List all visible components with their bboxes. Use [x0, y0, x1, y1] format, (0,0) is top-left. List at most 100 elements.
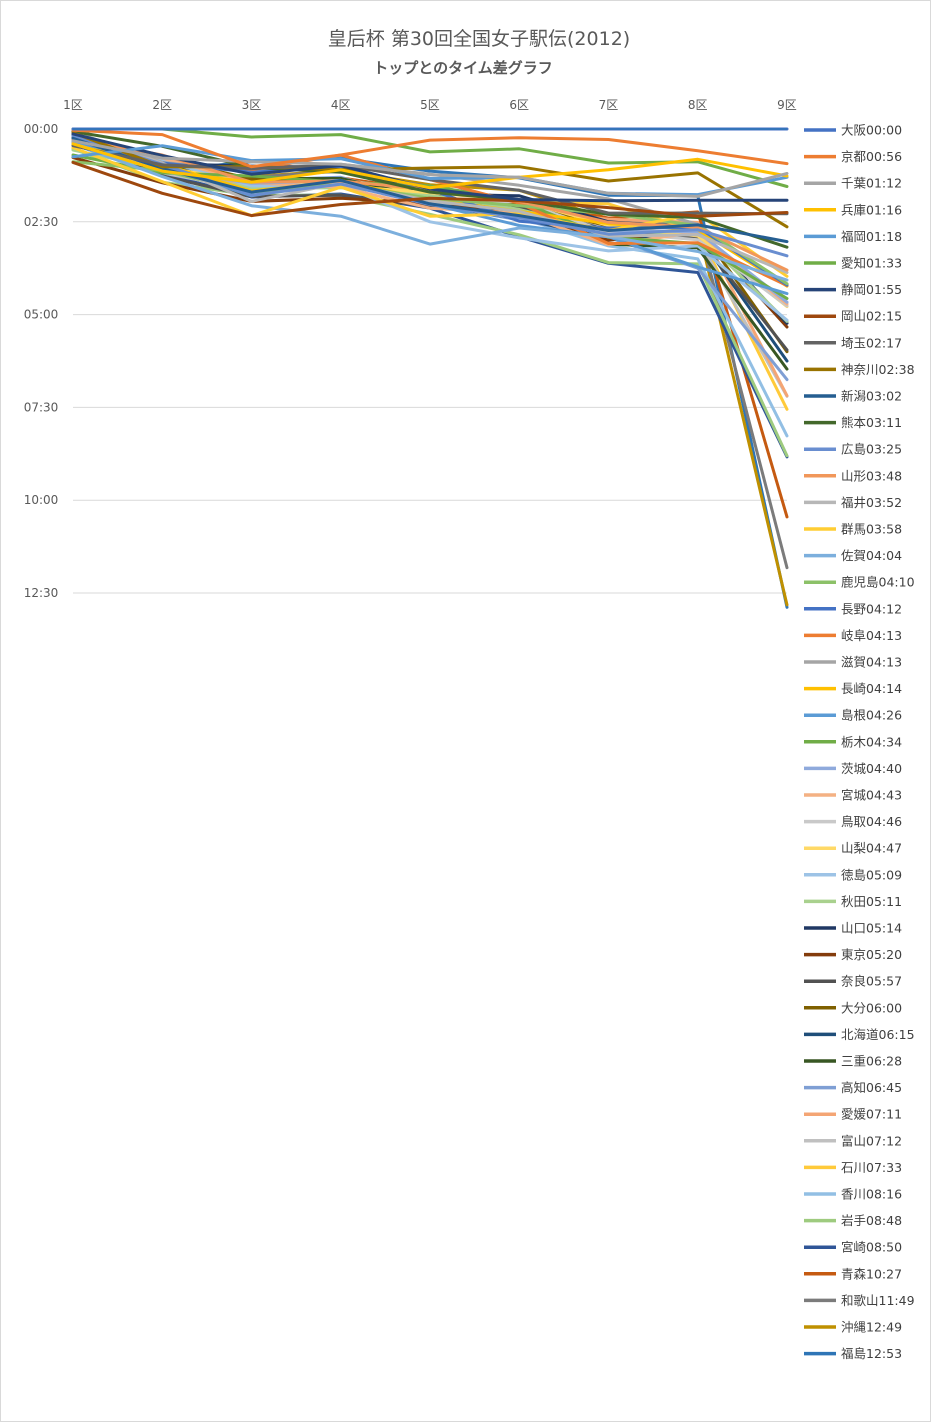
series-line: [71, 160, 789, 218]
legend-label: 群馬03:58: [841, 522, 902, 537]
legend-label: 佐賀04:04: [841, 548, 902, 563]
x-tick-label: 7区: [599, 98, 619, 112]
legend-item: 熊本03:11: [804, 415, 902, 430]
x-tick-label: 4区: [331, 98, 351, 112]
legend-item: 山梨04:47: [804, 841, 902, 856]
series-line: [71, 146, 789, 278]
legend-item: 大分06:00: [804, 1000, 902, 1015]
x-tick-label: 3区: [242, 98, 262, 112]
x-tick-label: 5区: [420, 98, 440, 112]
series-line: [71, 136, 789, 244]
series-line: [71, 130, 789, 249]
legend-label: 長野04:12: [841, 601, 902, 616]
legend-label: 東京05:20: [841, 947, 902, 962]
legend-label: 三重06:28: [841, 1054, 902, 1069]
legend-label: 福岡01:18: [841, 229, 902, 244]
legend-label: 茨城04:40: [841, 761, 902, 776]
x-tick-label: 1区: [63, 98, 83, 112]
legend: 大阪00:00 京都00:56 千葉01:12 兵庫01:16 福岡01:18 愛知01:…: [804, 123, 915, 1361]
legend-label: 沖縄12:49: [841, 1320, 902, 1335]
legend-item: 徳島05:09: [804, 867, 902, 882]
legend-item: 群馬03:58: [804, 522, 902, 537]
x-tick-label: 9区: [777, 98, 797, 112]
legend-item: 岩手08:48: [804, 1213, 902, 1228]
legend-label: 福島12:53: [841, 1346, 902, 1361]
legend-item: 山口05:14: [804, 921, 902, 936]
legend-label: 神奈川02:38: [841, 362, 915, 377]
legend-label: 鹿児島04:10: [841, 575, 915, 590]
x-tick-label: 8区: [688, 98, 708, 112]
legend-label: 山梨04:47: [841, 841, 902, 856]
legend-item: 石川07:33: [804, 1160, 902, 1175]
legend-item: 宮城04:43: [804, 788, 902, 803]
legend-label: 静岡01:55: [841, 282, 902, 297]
series-line: [71, 139, 789, 198]
y-tick-label: 12:30: [24, 586, 59, 600]
legend-item: 福島12:53: [804, 1346, 902, 1361]
chart-subtitle: トップとのタイム差グラフ: [373, 59, 553, 77]
legend-label: 和歌山11:49: [841, 1293, 915, 1308]
legend-item: 山形03:48: [804, 468, 902, 483]
legend-label: 岡山02:15: [841, 309, 902, 324]
legend-item: 青森10:27: [804, 1266, 902, 1281]
legend-label: 香川08:16: [841, 1187, 902, 1202]
legend-item: 岡山02:15: [804, 309, 902, 324]
legend-item: 静岡01:55: [804, 282, 902, 297]
legend-item: 大阪00:00: [804, 123, 902, 138]
legend-item: 三重06:28: [804, 1054, 902, 1069]
legend-label: 愛知01:33: [841, 256, 902, 271]
series-lines: [71, 127, 789, 609]
series-line: [71, 128, 789, 169]
legend-label: 広島03:25: [841, 442, 902, 457]
legend-label: 兵庫01:16: [841, 202, 902, 217]
legend-item: 東京05:20: [804, 947, 902, 962]
legend-item: 和歌山11:49: [804, 1293, 915, 1308]
legend-label: 鳥取04:46: [841, 814, 902, 829]
legend-item: 愛知01:33: [804, 256, 902, 271]
legend-label: 新潟03:02: [841, 389, 902, 404]
legend-item: 栃木04:34: [804, 734, 902, 749]
legend-item: 北海道06:15: [804, 1027, 915, 1042]
legend-label: 滋賀04:13: [841, 655, 902, 670]
legend-item: 福岡01:18: [804, 229, 902, 244]
legend-label: 石川07:33: [841, 1160, 902, 1175]
x-tick-label: 6区: [509, 98, 529, 112]
y-tick-label: 07:30: [24, 400, 59, 414]
y-axis-ticks: 00:00 02:30 05:00 07:30 10:00 12:30: [24, 122, 59, 600]
legend-item: 鹿児島04:10: [804, 575, 915, 590]
legend-label: 富山07:12: [841, 1133, 902, 1148]
legend-item: 富山07:12: [804, 1133, 902, 1148]
legend-label: 奈良05:57: [841, 974, 902, 989]
legend-label: 宮崎08:50: [841, 1240, 902, 1255]
legend-label: 高知06:45: [841, 1080, 902, 1095]
legend-label: 大分06:00: [841, 1000, 902, 1015]
legend-label: 徳島05:09: [841, 867, 902, 882]
legend-label: 大阪00:00: [841, 123, 902, 138]
legend-label: 山口05:14: [841, 921, 902, 936]
legend-item: 千葉01:12: [804, 176, 902, 191]
y-tick-label: 10:00: [24, 493, 59, 507]
y-tick-label: 05:00: [24, 308, 59, 322]
legend-item: 埼玉02:17: [804, 335, 902, 350]
legend-label: 千葉01:12: [841, 176, 902, 191]
legend-label: 京都00:56: [841, 149, 902, 164]
legend-label: 岩手08:48: [841, 1213, 902, 1228]
legend-item: 奈良05:57: [804, 974, 902, 989]
legend-item: 沖縄12:49: [804, 1320, 902, 1335]
legend-item: 宮崎08:50: [804, 1240, 902, 1255]
legend-item: 京都00:56: [804, 149, 902, 164]
y-tick-label: 02:30: [24, 215, 59, 229]
legend-label: 栃木04:34: [841, 734, 902, 749]
x-axis-ticks: 1区 2区 3区 4区 5区 6区 7区 8区 9区: [63, 98, 797, 112]
legend-item: 岐阜04:13: [804, 628, 902, 643]
legend-label: 青森10:27: [841, 1266, 902, 1281]
legend-label: 岐阜04:13: [841, 628, 902, 643]
legend-label: 愛媛07:11: [841, 1107, 902, 1122]
legend-item: 滋賀04:13: [804, 655, 902, 670]
series-line: [71, 142, 789, 190]
legend-label: 長崎04:14: [841, 681, 902, 696]
legend-item: 秋田05:11: [804, 894, 902, 909]
legend-item: 長野04:12: [804, 601, 902, 616]
legend-item: 高知06:45: [804, 1080, 902, 1095]
